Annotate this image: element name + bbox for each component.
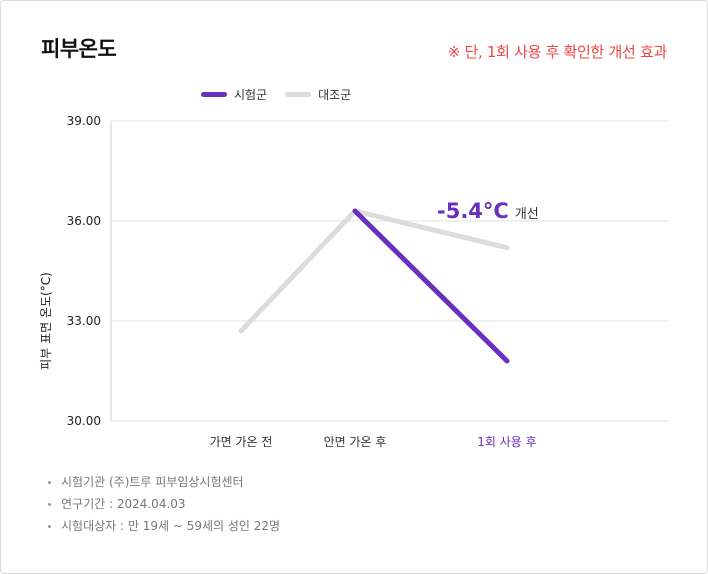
y-tick-label: 39.00 [67,114,101,128]
legend-label-control: 대조군 [318,88,352,102]
disclaimer-note: ※ 단, 1회 사용 후 확인한 개선 효과 [447,43,668,61]
y-axis-title: 피부 표면 온도(°C) [39,272,53,370]
line-chart: 39.00 36.00 33.00 30.00 피부 표면 온도(°C) 가면 가온 전 안… [39,114,668,449]
improvement-annotation: -5.4°C 개선 [437,199,539,223]
x-tick-label: 안면 가온 후 [324,435,387,449]
y-tick-label: 33.00 [67,314,101,328]
footnote-item: 시험기관 (주)트루 피부임상시험센터 [47,471,280,493]
page-title: 피부온도 [41,37,117,61]
x-tick-label: 가면 가온 전 [210,435,273,449]
legend-label-test: 시험군 [234,88,268,102]
legend-swatch-control [285,92,312,97]
legend-item-test: 시험군 [201,86,267,103]
chart-legend: 시험군 대조군 [201,86,351,103]
improvement-value: -5.4°C [437,199,509,223]
y-tick-label: 30.00 [67,414,101,428]
footnote-item: 연구기간 : 2024.04.03 [47,493,280,515]
y-tick-label: 36.00 [67,214,101,228]
footnotes: 시험기관 (주)트루 피부임상시험센터 연구기간 : 2024.04.03 시험… [47,471,280,537]
x-tick-label: 1회 사용 후 [477,435,536,449]
footnote-item: 시험대상자 : 만 19세 ~ 59세의 성인 22명 [47,515,280,537]
legend-swatch-test [201,92,227,97]
series-line-test [352,208,510,364]
legend-item-control: 대조군 [285,86,351,103]
improvement-suffix: 개선 [515,207,539,222]
